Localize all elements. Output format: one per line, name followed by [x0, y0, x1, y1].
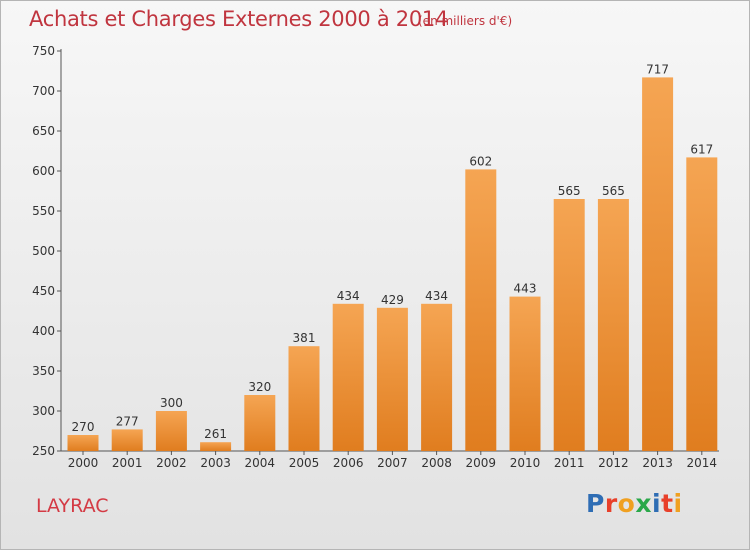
data-label-2010: 443 [514, 282, 537, 296]
bar-2000 [67, 435, 99, 451]
bar-2003 [200, 442, 232, 451]
x-tick-label-2007: 2007 [377, 456, 408, 470]
logo-letter: i [673, 489, 683, 518]
x-tick-label-2009: 2009 [466, 456, 497, 470]
x-tick-label-2005: 2005 [289, 456, 320, 470]
bar-2001 [111, 429, 143, 451]
data-label-2012: 565 [602, 184, 625, 198]
data-label-2002: 300 [160, 396, 183, 410]
data-label-2004: 320 [248, 380, 271, 394]
y-tick-label: 600 [32, 164, 55, 178]
data-label-2013: 717 [646, 62, 669, 76]
bar-2011 [553, 199, 585, 451]
labels: 270 2000 277 2001 300 2002 261 2003 320 2004 381 20… [68, 62, 717, 470]
y-tick-label: 500 [32, 244, 55, 258]
x-tick-label-2004: 2004 [245, 456, 276, 470]
axes: 250 300 350 400 450 500 550 600 650 700 750 [32, 44, 719, 458]
bars [67, 77, 718, 452]
y-tick-label: 700 [32, 84, 55, 98]
x-tick-label-2012: 2012 [598, 456, 629, 470]
data-label-2008: 434 [425, 289, 448, 303]
bar-2014 [686, 157, 718, 451]
data-label-2001: 277 [116, 414, 139, 428]
bar-2009 [465, 169, 497, 451]
x-tick-label-2001: 2001 [112, 456, 143, 470]
x-tick-label-2000: 2000 [68, 456, 99, 470]
bar-2008 [421, 303, 453, 451]
bar-2012 [597, 199, 629, 451]
y-tick-label: 650 [32, 124, 55, 138]
logo-letter: r [604, 489, 618, 518]
data-label-2006: 434 [337, 289, 360, 303]
x-tick-label-2003: 2003 [200, 456, 231, 470]
x-tick-label-2002: 2002 [156, 456, 187, 470]
logo-letter: t [661, 489, 674, 518]
bar-2013 [642, 77, 674, 452]
y-tick-label: 300 [32, 404, 55, 418]
chart-title: Achats et Charges Externes 2000 à 2014 [29, 7, 449, 31]
bar-2002 [155, 411, 187, 451]
x-tick-label-2011: 2011 [554, 456, 585, 470]
y-tick-label: 400 [32, 324, 55, 338]
place-name: LAYRAC [36, 495, 109, 517]
x-tick-label-2013: 2013 [642, 456, 673, 470]
x-tick-label-2006: 2006 [333, 456, 364, 470]
y-tick-label: 250 [32, 444, 55, 458]
bar-2010 [509, 296, 541, 451]
data-label-2000: 270 [72, 420, 95, 434]
y-tick-label: 550 [32, 204, 55, 218]
logo-letter: x [635, 489, 652, 518]
bar-2006 [332, 303, 364, 451]
data-label-2003: 261 [204, 427, 227, 441]
logo-letter: i [652, 489, 662, 518]
x-tick-label-2008: 2008 [421, 456, 452, 470]
data-label-2011: 565 [558, 184, 581, 198]
bar-2007 [376, 307, 408, 451]
x-tick-label-2014: 2014 [687, 456, 718, 470]
data-label-2009: 602 [469, 154, 492, 168]
data-label-2005: 381 [293, 331, 316, 345]
bar-2004 [244, 395, 276, 451]
logo-letter: o [617, 489, 636, 518]
data-label-2007: 429 [381, 293, 404, 307]
proxiti-logo[interactable]: Proxiti [586, 489, 683, 518]
y-tick-label: 350 [32, 364, 55, 378]
chart-unit: (en milliers d'€) [418, 14, 513, 28]
x-tick-label-2010: 2010 [510, 456, 541, 470]
data-label-2014: 617 [690, 142, 713, 156]
y-tick-label: 450 [32, 284, 55, 298]
y-tick-label: 750 [32, 44, 55, 58]
bar-2005 [288, 346, 320, 451]
logo-letter: P [586, 489, 605, 518]
